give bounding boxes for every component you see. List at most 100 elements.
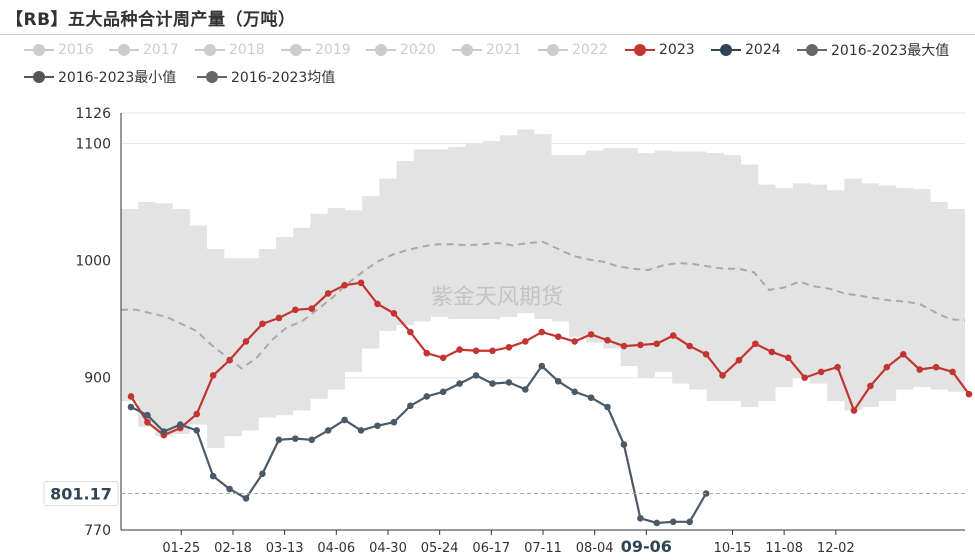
series-2023-point bbox=[275, 314, 283, 322]
legend-item-2018[interactable]: 2018 bbox=[195, 40, 265, 60]
series-2024-line bbox=[130, 364, 708, 525]
series-2023-point bbox=[702, 350, 710, 358]
series-2023-point bbox=[439, 354, 447, 362]
legend-item-2023[interactable]: 2023 bbox=[625, 40, 695, 60]
series-2023-point bbox=[752, 340, 759, 348]
legend-item-2019[interactable]: 2019 bbox=[281, 40, 351, 60]
series-2023-point bbox=[834, 363, 841, 371]
series-2023-point bbox=[193, 410, 201, 418]
legend-item-2022[interactable]: 2022 bbox=[538, 40, 608, 60]
legend-item-2017[interactable]: 2017 bbox=[109, 40, 179, 60]
series-2023-line bbox=[130, 281, 970, 437]
series-2024-point bbox=[259, 470, 266, 478]
series-2023-point bbox=[390, 310, 398, 317]
legend-item-2020[interactable]: 2020 bbox=[366, 40, 436, 60]
mean-line bbox=[121, 240, 966, 370]
legend-label: 2019 bbox=[315, 42, 351, 58]
series-2023-point bbox=[489, 347, 496, 355]
x-tick-label: 07-11 bbox=[524, 541, 562, 556]
y-tick-label: 1126 bbox=[75, 106, 111, 122]
legend-label: 2023 bbox=[659, 42, 695, 58]
legend-item-2016-2023最大值[interactable]: 2016-2023最大值 bbox=[797, 40, 949, 60]
x-tick-label: 08-04 bbox=[576, 541, 614, 556]
series-2024-point bbox=[357, 427, 365, 434]
series-2023-point bbox=[127, 393, 135, 400]
legend-item-2016-2023最小值[interactable]: 2016-2023最小值 bbox=[24, 67, 176, 87]
series-2023-point bbox=[850, 407, 858, 414]
series-2023-point bbox=[341, 281, 348, 289]
legend-label: 2024 bbox=[745, 42, 781, 58]
series-2024-point bbox=[538, 362, 546, 370]
legend-item-2016-2023均值[interactable]: 2016-2023均值 bbox=[197, 67, 335, 87]
series-2024-point bbox=[176, 421, 184, 428]
x-tick-label: 12-02 bbox=[817, 541, 855, 556]
series-2023-point bbox=[686, 342, 693, 350]
legend-item-2016[interactable]: 2016 bbox=[24, 40, 94, 60]
series-2023-point bbox=[571, 338, 578, 345]
series-2024-point bbox=[604, 403, 611, 411]
series-2023-point bbox=[374, 300, 381, 308]
x-tick-label: 04-06 bbox=[317, 541, 355, 556]
series-2024-point bbox=[374, 422, 381, 430]
series-2023-point bbox=[620, 342, 628, 350]
y-tick-label: 770 bbox=[84, 523, 111, 539]
legend-symbol-icon bbox=[195, 40, 225, 60]
series-2023-point bbox=[949, 368, 956, 376]
series-2023-point bbox=[456, 346, 463, 353]
legend-symbol-icon bbox=[452, 40, 482, 60]
x-tick-label: 03-13 bbox=[266, 541, 304, 556]
series-2024-point bbox=[489, 380, 496, 387]
series-2024-point bbox=[423, 393, 431, 400]
axis-pointer-box bbox=[43, 480, 119, 506]
series-2023-point bbox=[308, 305, 316, 312]
series-2024-point bbox=[522, 386, 529, 393]
series-2024-point bbox=[144, 411, 151, 419]
legend-symbol-icon bbox=[538, 40, 568, 60]
series-2023-point bbox=[587, 331, 595, 338]
series-2023 bbox=[127, 279, 973, 439]
legend-label: 2020 bbox=[400, 42, 436, 58]
y-tick-label: 1100 bbox=[75, 136, 111, 152]
series-2023-point bbox=[883, 363, 891, 371]
series-2023-point bbox=[653, 340, 661, 348]
series-2024-point bbox=[620, 441, 628, 448]
series-2024-point bbox=[571, 388, 578, 396]
series-2023-point bbox=[554, 333, 562, 341]
series-2024-point bbox=[456, 380, 463, 387]
series-2023-point bbox=[407, 328, 414, 336]
series-2023-point bbox=[932, 363, 940, 371]
legend-label: 2016-2023均值 bbox=[231, 70, 336, 86]
legend-symbol-icon bbox=[281, 40, 311, 60]
series-2023-point bbox=[784, 354, 792, 362]
x-tick-label: 01-25 bbox=[162, 541, 200, 556]
y-tick-label: 1000 bbox=[75, 254, 111, 270]
legend-symbol-icon bbox=[24, 40, 54, 60]
series-2023-point bbox=[209, 372, 217, 379]
legend-item-2021[interactable]: 2021 bbox=[452, 40, 522, 60]
legend-item-2024[interactable]: 2024 bbox=[711, 40, 781, 60]
series-2023-point bbox=[637, 341, 644, 349]
series-2023-point bbox=[538, 328, 546, 336]
series-2024-point bbox=[193, 427, 201, 434]
series-2023-point bbox=[817, 368, 825, 376]
x-tick-label: 10-15 bbox=[714, 541, 752, 556]
series-2023-point bbox=[735, 356, 743, 364]
legend-symbol-icon bbox=[24, 67, 54, 87]
legend-symbol-icon bbox=[625, 40, 655, 60]
series-2023-point bbox=[357, 279, 365, 287]
series-2024 bbox=[127, 362, 710, 527]
series-2024-point bbox=[341, 416, 348, 424]
legend: 2016 2017 2018 2019 2020 2021 2022 2023 2024 2016… bbox=[0, 0, 975, 100]
series-2023-point bbox=[505, 343, 513, 351]
legend-symbol-icon bbox=[109, 40, 139, 60]
series-2023-point bbox=[242, 338, 250, 345]
series-2023-point bbox=[867, 382, 874, 390]
series-2024-point bbox=[686, 518, 693, 526]
series-2024-point bbox=[292, 435, 299, 442]
legend-label: 2018 bbox=[229, 42, 265, 58]
y-tick-label: 900 bbox=[84, 371, 111, 387]
chart-title: 【RB】五大品种合计周产量（万吨） bbox=[6, 10, 296, 30]
title-divider bbox=[0, 34, 975, 35]
series-2023-point bbox=[522, 338, 529, 345]
